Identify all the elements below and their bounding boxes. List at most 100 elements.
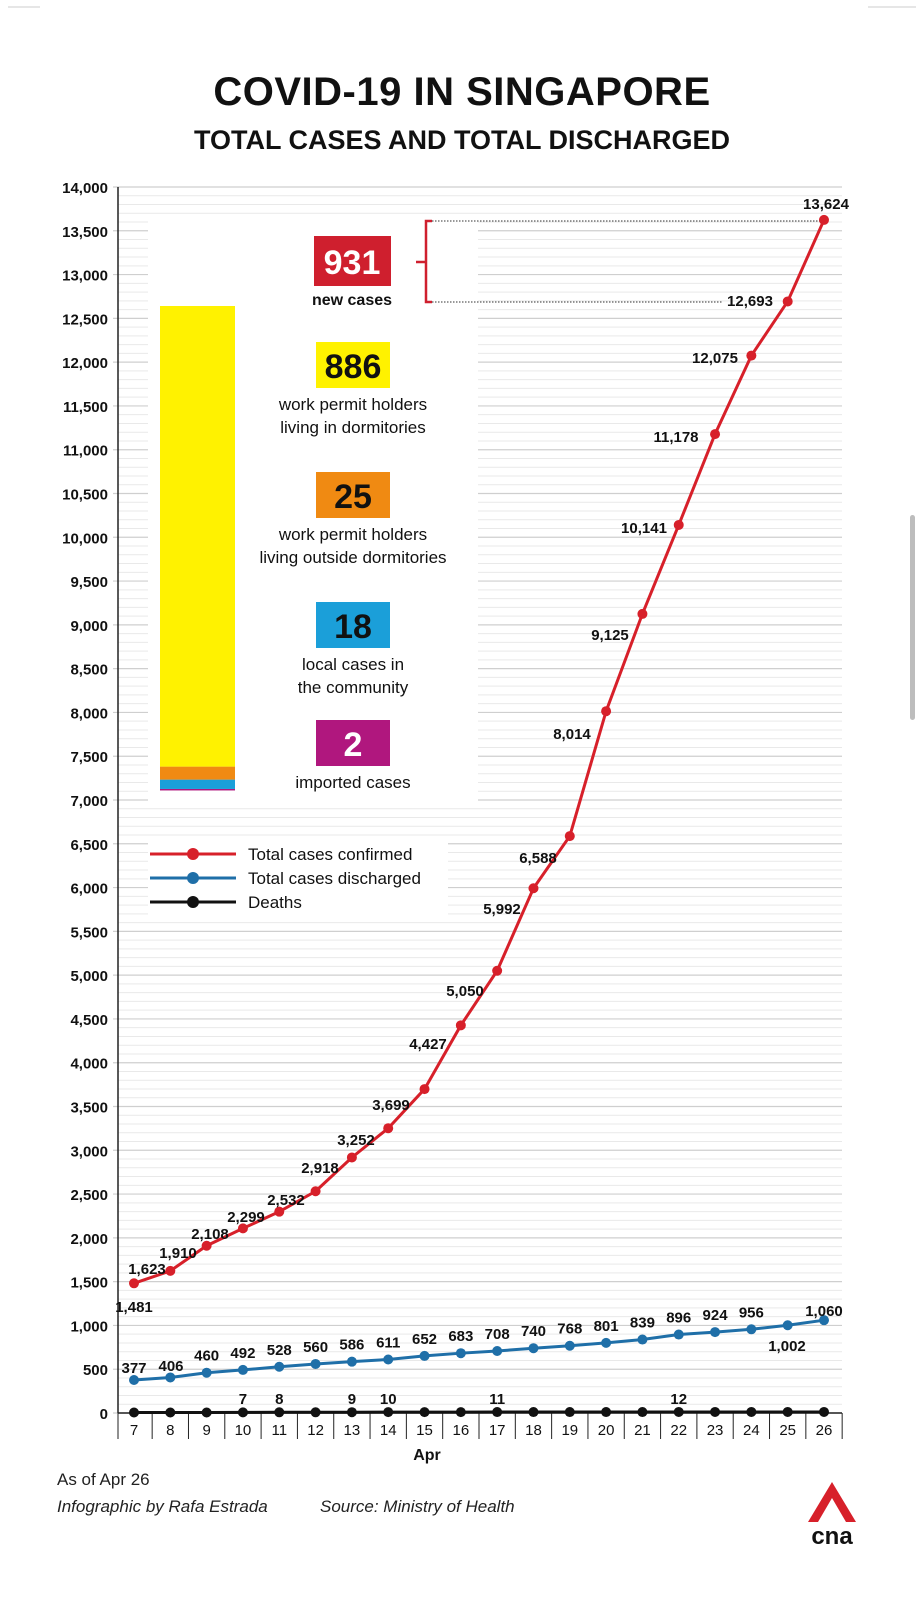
- y-tick-label: 7,000: [70, 793, 108, 810]
- data-point: [492, 965, 503, 976]
- x-tick-label: 14: [380, 1422, 397, 1439]
- y-tick-label: 2,500: [70, 1187, 108, 1204]
- data-point: [346, 1407, 357, 1418]
- discharged-data-label: 740: [521, 1323, 546, 1340]
- data-point: [492, 1345, 503, 1356]
- data-point: [637, 608, 648, 619]
- data-point: [528, 1343, 539, 1354]
- y-tick-label: 12,000: [62, 355, 108, 372]
- data-point: [237, 1364, 248, 1375]
- deaths-data-label: 9: [348, 1391, 356, 1408]
- data-point: [383, 1407, 394, 1418]
- breakdown-badge-label: living outside dormitories: [259, 548, 446, 567]
- y-tick-label: 1,500: [70, 1275, 108, 1292]
- x-tick-label: 26: [816, 1422, 833, 1439]
- legend-marker: [187, 896, 199, 908]
- x-tick-label: 23: [707, 1422, 724, 1439]
- confirmed-data-label: 10,141: [621, 520, 667, 537]
- data-point: [673, 519, 684, 530]
- scrollbar[interactable]: [910, 515, 915, 720]
- breakdown-badge-value: 2: [344, 726, 363, 764]
- x-tick-label: 15: [416, 1422, 433, 1439]
- discharged-data-label: 1,002: [768, 1338, 806, 1355]
- confirmed-data-label: 1,481: [115, 1299, 153, 1316]
- y-tick-label: 13,000: [62, 268, 108, 285]
- data-point: [746, 1324, 757, 1335]
- discharged-data-label: 586: [339, 1337, 364, 1354]
- total-badge-label: new cases: [312, 292, 392, 309]
- data-point: [819, 214, 829, 225]
- confirmed-data-label: 13,624: [803, 196, 850, 213]
- x-tick-label: 13: [344, 1422, 361, 1439]
- data-point: [455, 1407, 466, 1418]
- confirmed-data-label: 5,992: [483, 901, 521, 918]
- data-point: [346, 1152, 357, 1163]
- y-tick-label: 4,500: [70, 1012, 108, 1029]
- data-point: [274, 1407, 285, 1418]
- breakdown-badge-label: imported cases: [295, 773, 410, 792]
- data-point: [165, 1407, 176, 1418]
- x-tick-label: 11: [271, 1422, 287, 1439]
- source-note: Source: Ministry of Health: [320, 1497, 515, 1516]
- confirmed-data-label: 3,252: [337, 1132, 375, 1149]
- breakdown-badge-label: work permit holders: [278, 525, 427, 544]
- data-point: [710, 429, 721, 440]
- discharged-data-label: 924: [703, 1307, 729, 1324]
- breakdown-bar-segment: [160, 788, 235, 791]
- data-point: [165, 1372, 176, 1383]
- y-tick-label: 9,500: [70, 574, 108, 591]
- confirmed-data-label: 3,699: [372, 1097, 410, 1114]
- data-point: [528, 883, 539, 894]
- y-tick-label: 14,000: [62, 180, 108, 197]
- data-point: [746, 1406, 757, 1417]
- confirmed-data-label: 2,918: [301, 1160, 339, 1177]
- discharged-data-label: 768: [557, 1321, 582, 1338]
- cna-logo-mark: [808, 1482, 856, 1522]
- data-point: [782, 1406, 793, 1417]
- top-divider-left: [8, 6, 40, 8]
- y-tick-label: 1,000: [70, 1318, 108, 1335]
- x-tick-label: 18: [525, 1422, 542, 1439]
- breakdown-badge: [316, 472, 390, 518]
- breakdown-bar-segment: [160, 306, 235, 767]
- data-point: [673, 1329, 684, 1340]
- deaths-data-label: 10: [380, 1391, 397, 1408]
- x-tick-label: 7: [130, 1422, 138, 1439]
- discharged-data-label: 460: [194, 1348, 219, 1365]
- data-point: [274, 1206, 285, 1217]
- data-point: [819, 1315, 829, 1326]
- credit-note: Infographic by Rafa Estrada: [57, 1497, 268, 1516]
- breakdown-badge: [316, 720, 390, 766]
- discharged-data-label: 560: [303, 1339, 328, 1356]
- data-point: [129, 1374, 139, 1385]
- y-tick-label: 4,000: [70, 1056, 108, 1073]
- discharged-data-label: 683: [448, 1328, 473, 1345]
- x-tick-label: 22: [670, 1422, 687, 1439]
- x-tick-label: 9: [202, 1422, 210, 1439]
- confirmed-data-label: 12,075: [692, 350, 738, 367]
- data-point: [383, 1123, 394, 1134]
- y-tick-label: 2,000: [70, 1231, 108, 1248]
- cna-logo-text: cna: [811, 1523, 853, 1546]
- data-point: [383, 1354, 394, 1365]
- y-tick-label: 13,500: [62, 224, 108, 241]
- y-tick-label: 3,500: [70, 1100, 108, 1117]
- y-tick-label: 11,500: [63, 399, 108, 416]
- data-point: [637, 1334, 648, 1345]
- x-tick-label: 16: [452, 1422, 469, 1439]
- discharged-data-label: 1,060: [805, 1303, 843, 1320]
- data-point: [419, 1350, 430, 1361]
- y-tick-label: 10,500: [62, 487, 108, 504]
- x-tick-label: 12: [307, 1422, 324, 1439]
- data-point: [165, 1265, 176, 1276]
- confirmed-data-label: 9,125: [591, 627, 629, 644]
- as-of-note: As of Apr 26: [57, 1470, 150, 1489]
- data-point: [601, 1337, 612, 1348]
- x-tick-label: 8: [166, 1422, 174, 1439]
- data-point: [710, 1327, 721, 1338]
- discharged-data-label: 652: [412, 1331, 437, 1348]
- total-badge: [314, 236, 391, 286]
- y-tick-label: 9,000: [70, 618, 108, 635]
- data-point: [237, 1223, 248, 1234]
- discharged-data-label: 956: [739, 1304, 764, 1321]
